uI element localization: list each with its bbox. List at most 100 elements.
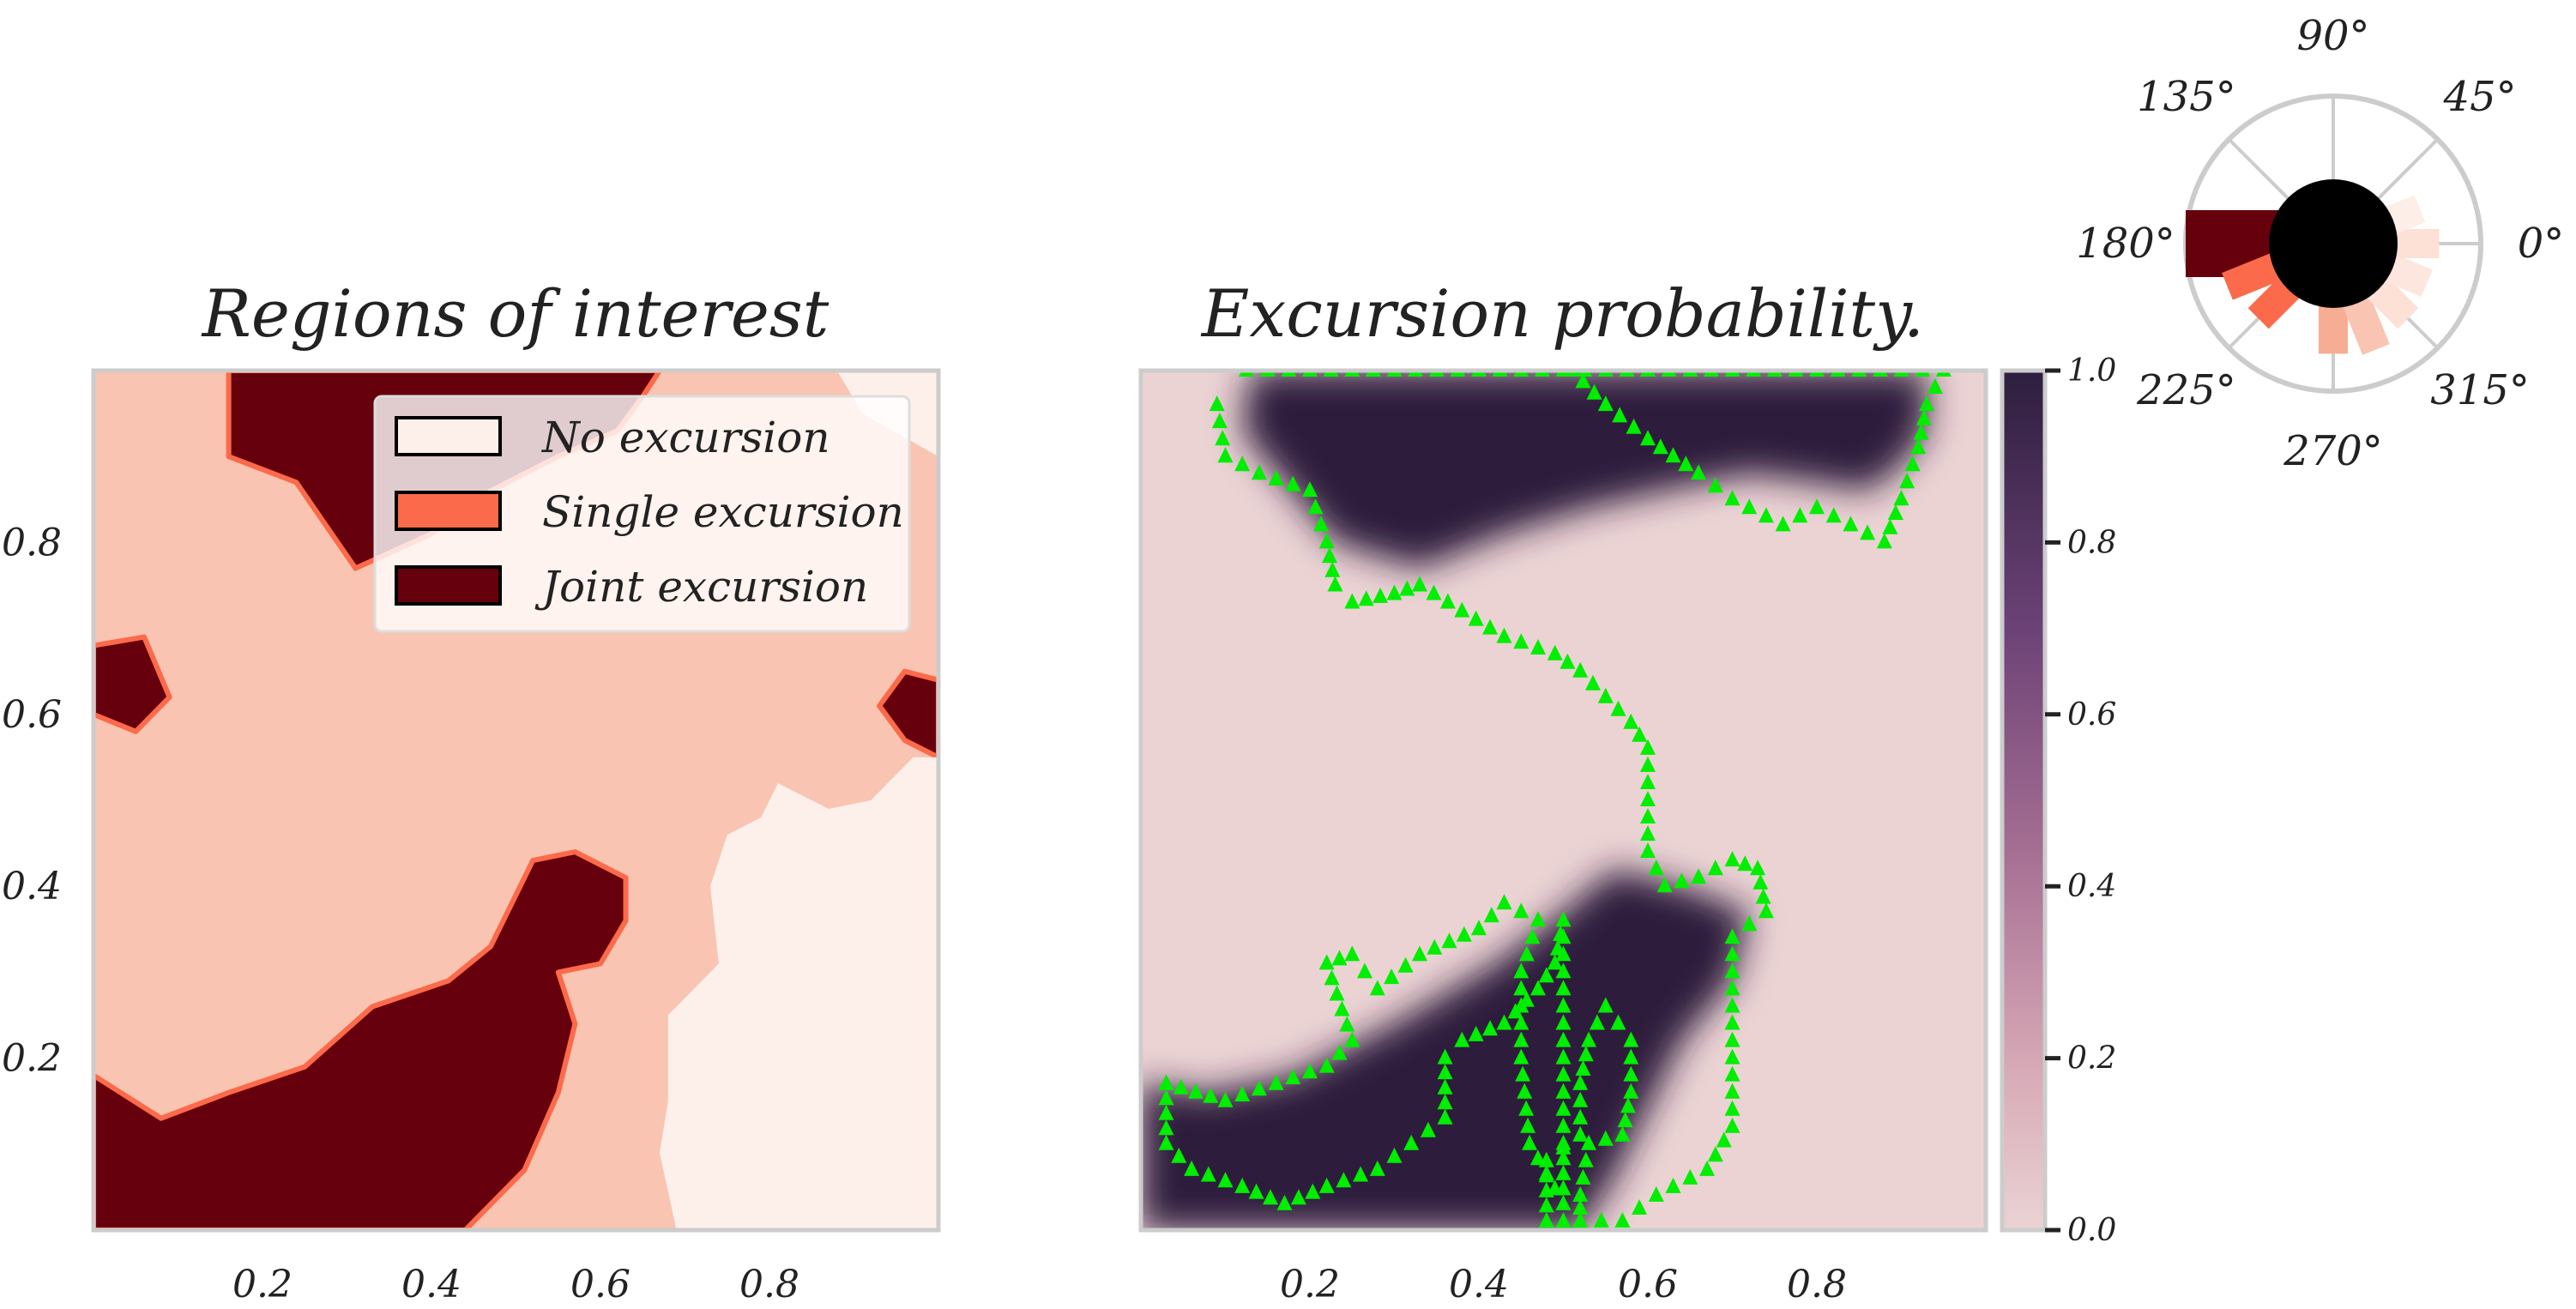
- boundary-marker: [1876, 533, 1892, 549]
- boundary-marker: [1707, 860, 1723, 876]
- boundary-marker: [1454, 601, 1470, 618]
- boundary-marker: [1513, 997, 1529, 1013]
- region-no-excursion: [660, 757, 938, 1230]
- x-tick-label: 0.4: [1449, 1263, 1509, 1306]
- region-joint-excursion: [94, 634, 172, 734]
- boundary-marker: [1572, 661, 1589, 678]
- boundary-marker: [1640, 842, 1656, 859]
- regions-title: Regions of interest: [201, 275, 830, 352]
- legend-swatch-joint-excursion: [395, 565, 502, 606]
- boundary-marker: [1276, 1194, 1293, 1210]
- boundary-marker: [1555, 1194, 1572, 1210]
- boundary-marker: [1344, 1031, 1360, 1047]
- regions-panel: Regions of interest 0.2 0.4 0.6 0.8 0.20.40…: [2, 275, 941, 1306]
- boundary-marker: [1555, 1212, 1572, 1228]
- boundary-marker: [1399, 580, 1415, 596]
- legend-swatch-single-excursion: [395, 491, 502, 531]
- boundary-marker: [1652, 438, 1668, 455]
- boundary-marker: [1758, 902, 1774, 919]
- boundary-marker: [1357, 962, 1372, 979]
- boundary-marker: [1158, 1074, 1174, 1090]
- boundary-marker: [1716, 1131, 1732, 1148]
- boundary-marker: [1158, 1134, 1174, 1150]
- boundary-marker: [1555, 945, 1572, 962]
- boundary-marker: [1215, 430, 1231, 446]
- boundary-marker: [1513, 633, 1529, 649]
- boundary-marker: [1353, 1166, 1369, 1182]
- boundary-marker: [1437, 1064, 1453, 1080]
- boundary-marker: [1158, 1104, 1174, 1120]
- polar-angle-label: 315°: [2430, 366, 2530, 414]
- boundary-marker: [1623, 1048, 1639, 1065]
- region-joint-excursion: [877, 668, 938, 760]
- boundary-marker: [1724, 1065, 1740, 1082]
- x-tick-label: 0.6: [570, 1263, 630, 1306]
- boundary-marker: [1707, 1146, 1723, 1162]
- boundary-marker: [1369, 1160, 1385, 1176]
- boundary-marker: [1555, 1065, 1572, 1082]
- polar-angle-label: 0°: [2518, 220, 2565, 268]
- boundary-marker: [1753, 873, 1769, 890]
- boundary-marker: [1915, 409, 1932, 425]
- boundary-marker: [1427, 938, 1443, 955]
- boundary-marker: [1724, 997, 1740, 1013]
- polar-angle-label: 45°: [2443, 73, 2517, 121]
- boundary-marker: [1518, 1100, 1535, 1116]
- boundary-marker: [1555, 1149, 1572, 1166]
- boundary-marker: [1173, 1078, 1189, 1095]
- boundary-marker: [1285, 475, 1301, 492]
- x-tick-label: 0.6: [1618, 1263, 1678, 1306]
- boundary-marker: [1724, 980, 1740, 996]
- x-tick-label: 0.2: [1280, 1263, 1340, 1306]
- boundary-marker: [1724, 928, 1740, 944]
- boundary-marker: [1640, 756, 1656, 772]
- boundary-marker: [1412, 576, 1427, 592]
- x-tick-label: 0.8: [739, 1263, 799, 1306]
- boundary-marker: [1324, 561, 1341, 577]
- boundary-marker: [1623, 1083, 1639, 1099]
- boundary-marker: [1234, 455, 1251, 472]
- colorbar-tick-label: 0.4: [2067, 869, 2116, 904]
- boundary-marker: [1329, 985, 1345, 1001]
- boundary-marker: [1468, 1025, 1484, 1041]
- boundary-marker: [1318, 1057, 1335, 1073]
- boundary-marker: [1597, 687, 1614, 703]
- boundary-marker: [1585, 674, 1601, 691]
- boundary-marker: [1593, 1212, 1609, 1228]
- boundary-marker: [1724, 1100, 1740, 1116]
- boundary-marker: [1572, 1125, 1589, 1142]
- boundary-marker: [1648, 860, 1664, 876]
- boundary-marker: [1331, 1044, 1348, 1060]
- boundary-marker: [1513, 962, 1529, 979]
- boundary-marker: [1623, 1065, 1639, 1082]
- polar-angle-label: 225°: [2136, 366, 2236, 414]
- boundary-marker: [1513, 1014, 1529, 1030]
- boundary-marker: [1439, 593, 1456, 609]
- boundary-marker: [1538, 1212, 1554, 1228]
- boundary-marker: [1517, 1083, 1533, 1099]
- boundary-marker: [1158, 1119, 1174, 1136]
- boundary-marker: [1578, 1151, 1594, 1167]
- boundary-marker: [1589, 1014, 1605, 1030]
- y-tick-label: 0.2: [2, 1037, 62, 1081]
- boundary-marker: [1741, 915, 1758, 932]
- boundary-marker: [1482, 618, 1499, 635]
- colorbar-ticks: 0.0 0.2 0.4 0.6 0.8 1.0: [2045, 353, 2116, 1248]
- boundary-marker: [1318, 954, 1335, 970]
- boundary-marker: [1158, 1089, 1174, 1106]
- boundary-marker: [1724, 962, 1740, 979]
- legend-swatch-no-excursion: [395, 416, 502, 456]
- boundary-marker: [1211, 413, 1228, 429]
- boundary-marker: [1538, 1197, 1554, 1213]
- boundary-marker: [1904, 455, 1921, 472]
- boundary-marker: [1724, 851, 1740, 867]
- boundary-marker: [1496, 627, 1512, 643]
- boundary-marker: [1513, 1048, 1529, 1065]
- x-tick-label: 0.4: [401, 1263, 462, 1306]
- boundary-marker: [1825, 507, 1842, 523]
- boundary-marker: [1612, 407, 1628, 423]
- boundary-marker: [1456, 926, 1472, 942]
- boundary-marker: [1555, 962, 1572, 979]
- boundary-marker: [1327, 576, 1343, 592]
